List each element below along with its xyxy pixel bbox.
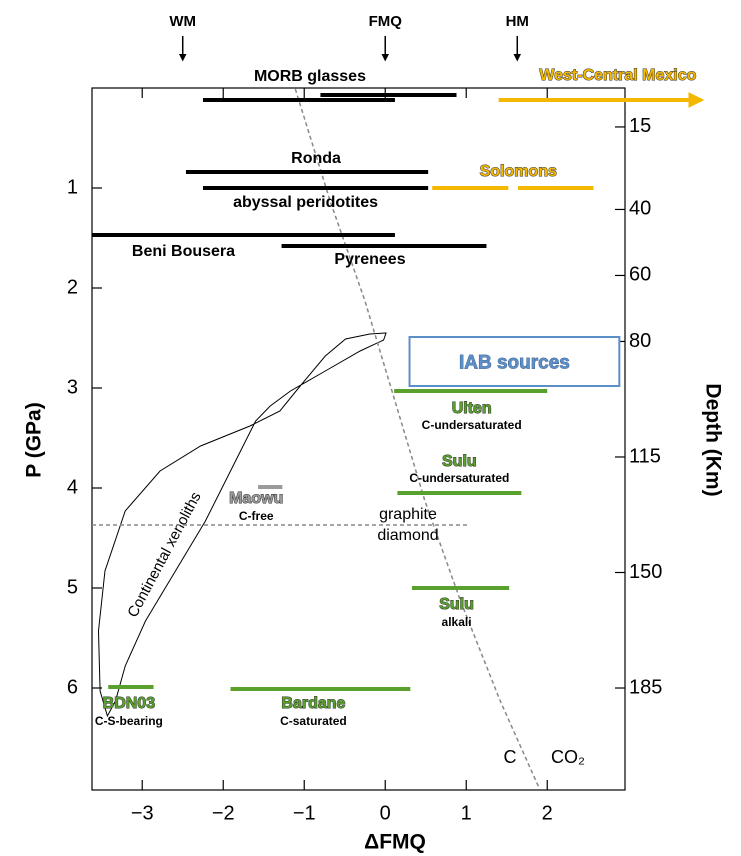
top-marker-label: WM (169, 13, 196, 30)
iab-box (408, 336, 621, 387)
iab-label: IAB sources (459, 353, 570, 374)
x-tick-label: −2 (212, 802, 235, 824)
x-tick-label: −1 (293, 802, 316, 824)
y2-tick-label: 60 (629, 264, 651, 286)
range-sublabel: C-free (239, 509, 274, 523)
x-tick-label: 2 (542, 802, 553, 824)
x-axis-title: ΔFMQ (364, 831, 426, 854)
y2-tick-label: 150 (629, 561, 662, 583)
y2-tick-label: 15 (629, 115, 651, 137)
y-tick-label: 1 (67, 176, 78, 198)
range-label: Sulu (439, 596, 474, 613)
y-tick-label: 4 (67, 476, 78, 498)
plot-frame (91, 87, 626, 791)
y2-tick-label: 80 (629, 330, 651, 352)
y-axis-title: P (GPa) (23, 402, 46, 477)
phase-label: graphite (379, 506, 437, 523)
fmq-curve (294, 88, 540, 789)
y-tick-label: 2 (67, 276, 78, 298)
range-sublabel: C-undersaturated (409, 471, 509, 485)
x-tick-label: 0 (380, 802, 391, 824)
range-label: Ulten (452, 400, 492, 417)
range-label: abyssal peridotites (233, 194, 378, 211)
top-marker-label: FMQ (369, 13, 403, 30)
y2-tick-label: 115 (629, 445, 661, 467)
fmq-left-label: C (504, 747, 517, 767)
range-sublabel: alkali (442, 615, 472, 629)
range-sublabel: C-S-bearing (95, 714, 163, 728)
x-tick-label: 1 (461, 802, 472, 824)
xenolith-field (97, 332, 387, 718)
range-label: MORB glasses (254, 68, 366, 85)
range-label: Solomons (480, 163, 557, 180)
range-label: Maowu (229, 490, 283, 507)
range-sublabel: C-undersaturated (422, 418, 522, 432)
y-tick-label: 3 (67, 376, 78, 398)
range-label: Bardane (281, 695, 345, 712)
range-label: Beni Bousera (132, 243, 235, 260)
xenolith-label: Continental xenoliths (124, 489, 204, 620)
y-tick-label: 5 (67, 576, 78, 598)
range-label: Sulu (442, 453, 477, 470)
range-label: BDN03 (103, 695, 156, 712)
range-sublabel: C-saturated (280, 714, 347, 728)
top-marker-label: HM (506, 13, 529, 30)
y2-tick-label: 185 (629, 676, 662, 698)
x-tick-label: −3 (131, 802, 154, 824)
phase-label: diamond (377, 527, 438, 544)
y2-tick-label: 40 (629, 198, 651, 220)
range-label: Ronda (291, 150, 341, 167)
range-label: West-Central Mexico (539, 67, 696, 84)
y2-axis-title: Depth (Km) (701, 383, 724, 496)
fmq-right-label: CO₂ (551, 747, 585, 767)
y-tick-label: 6 (67, 676, 78, 698)
range-label: Pyrenees (334, 251, 405, 268)
